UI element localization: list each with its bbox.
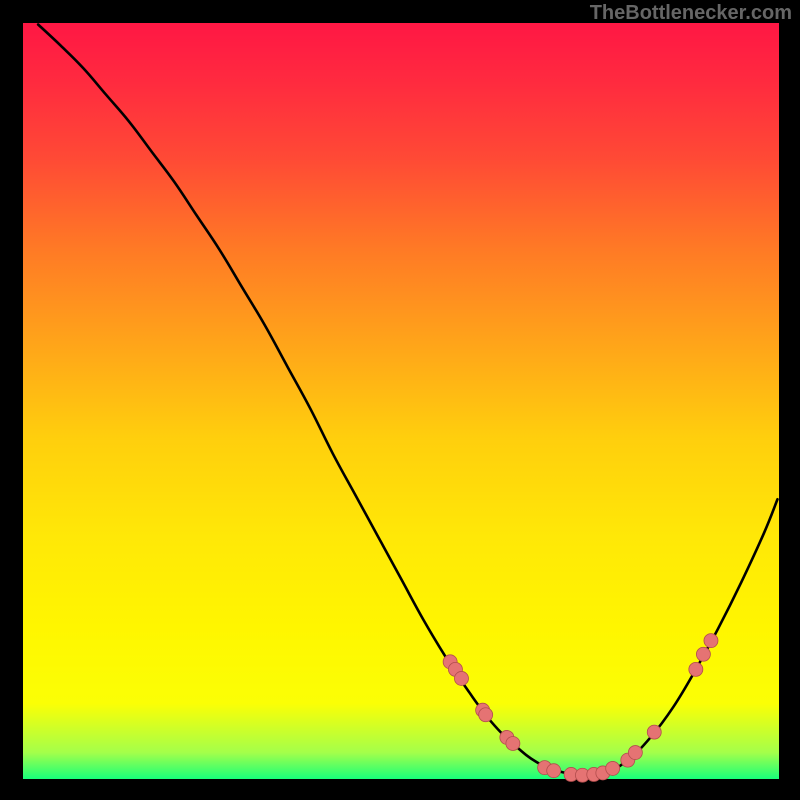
curve-marker (547, 764, 561, 778)
curve-marker (704, 634, 718, 648)
curve-marker (606, 761, 620, 775)
curve-marker (696, 647, 710, 661)
gradient-panel (23, 23, 779, 779)
chart-stage: TheBottlenecker.com (0, 0, 800, 800)
curve-marker (479, 708, 493, 722)
curve-marker (628, 746, 642, 760)
curve-marker (506, 736, 520, 750)
curve-marker (454, 671, 468, 685)
curve-marker (647, 725, 661, 739)
curve-marker (689, 662, 703, 676)
chart-svg (0, 0, 800, 800)
